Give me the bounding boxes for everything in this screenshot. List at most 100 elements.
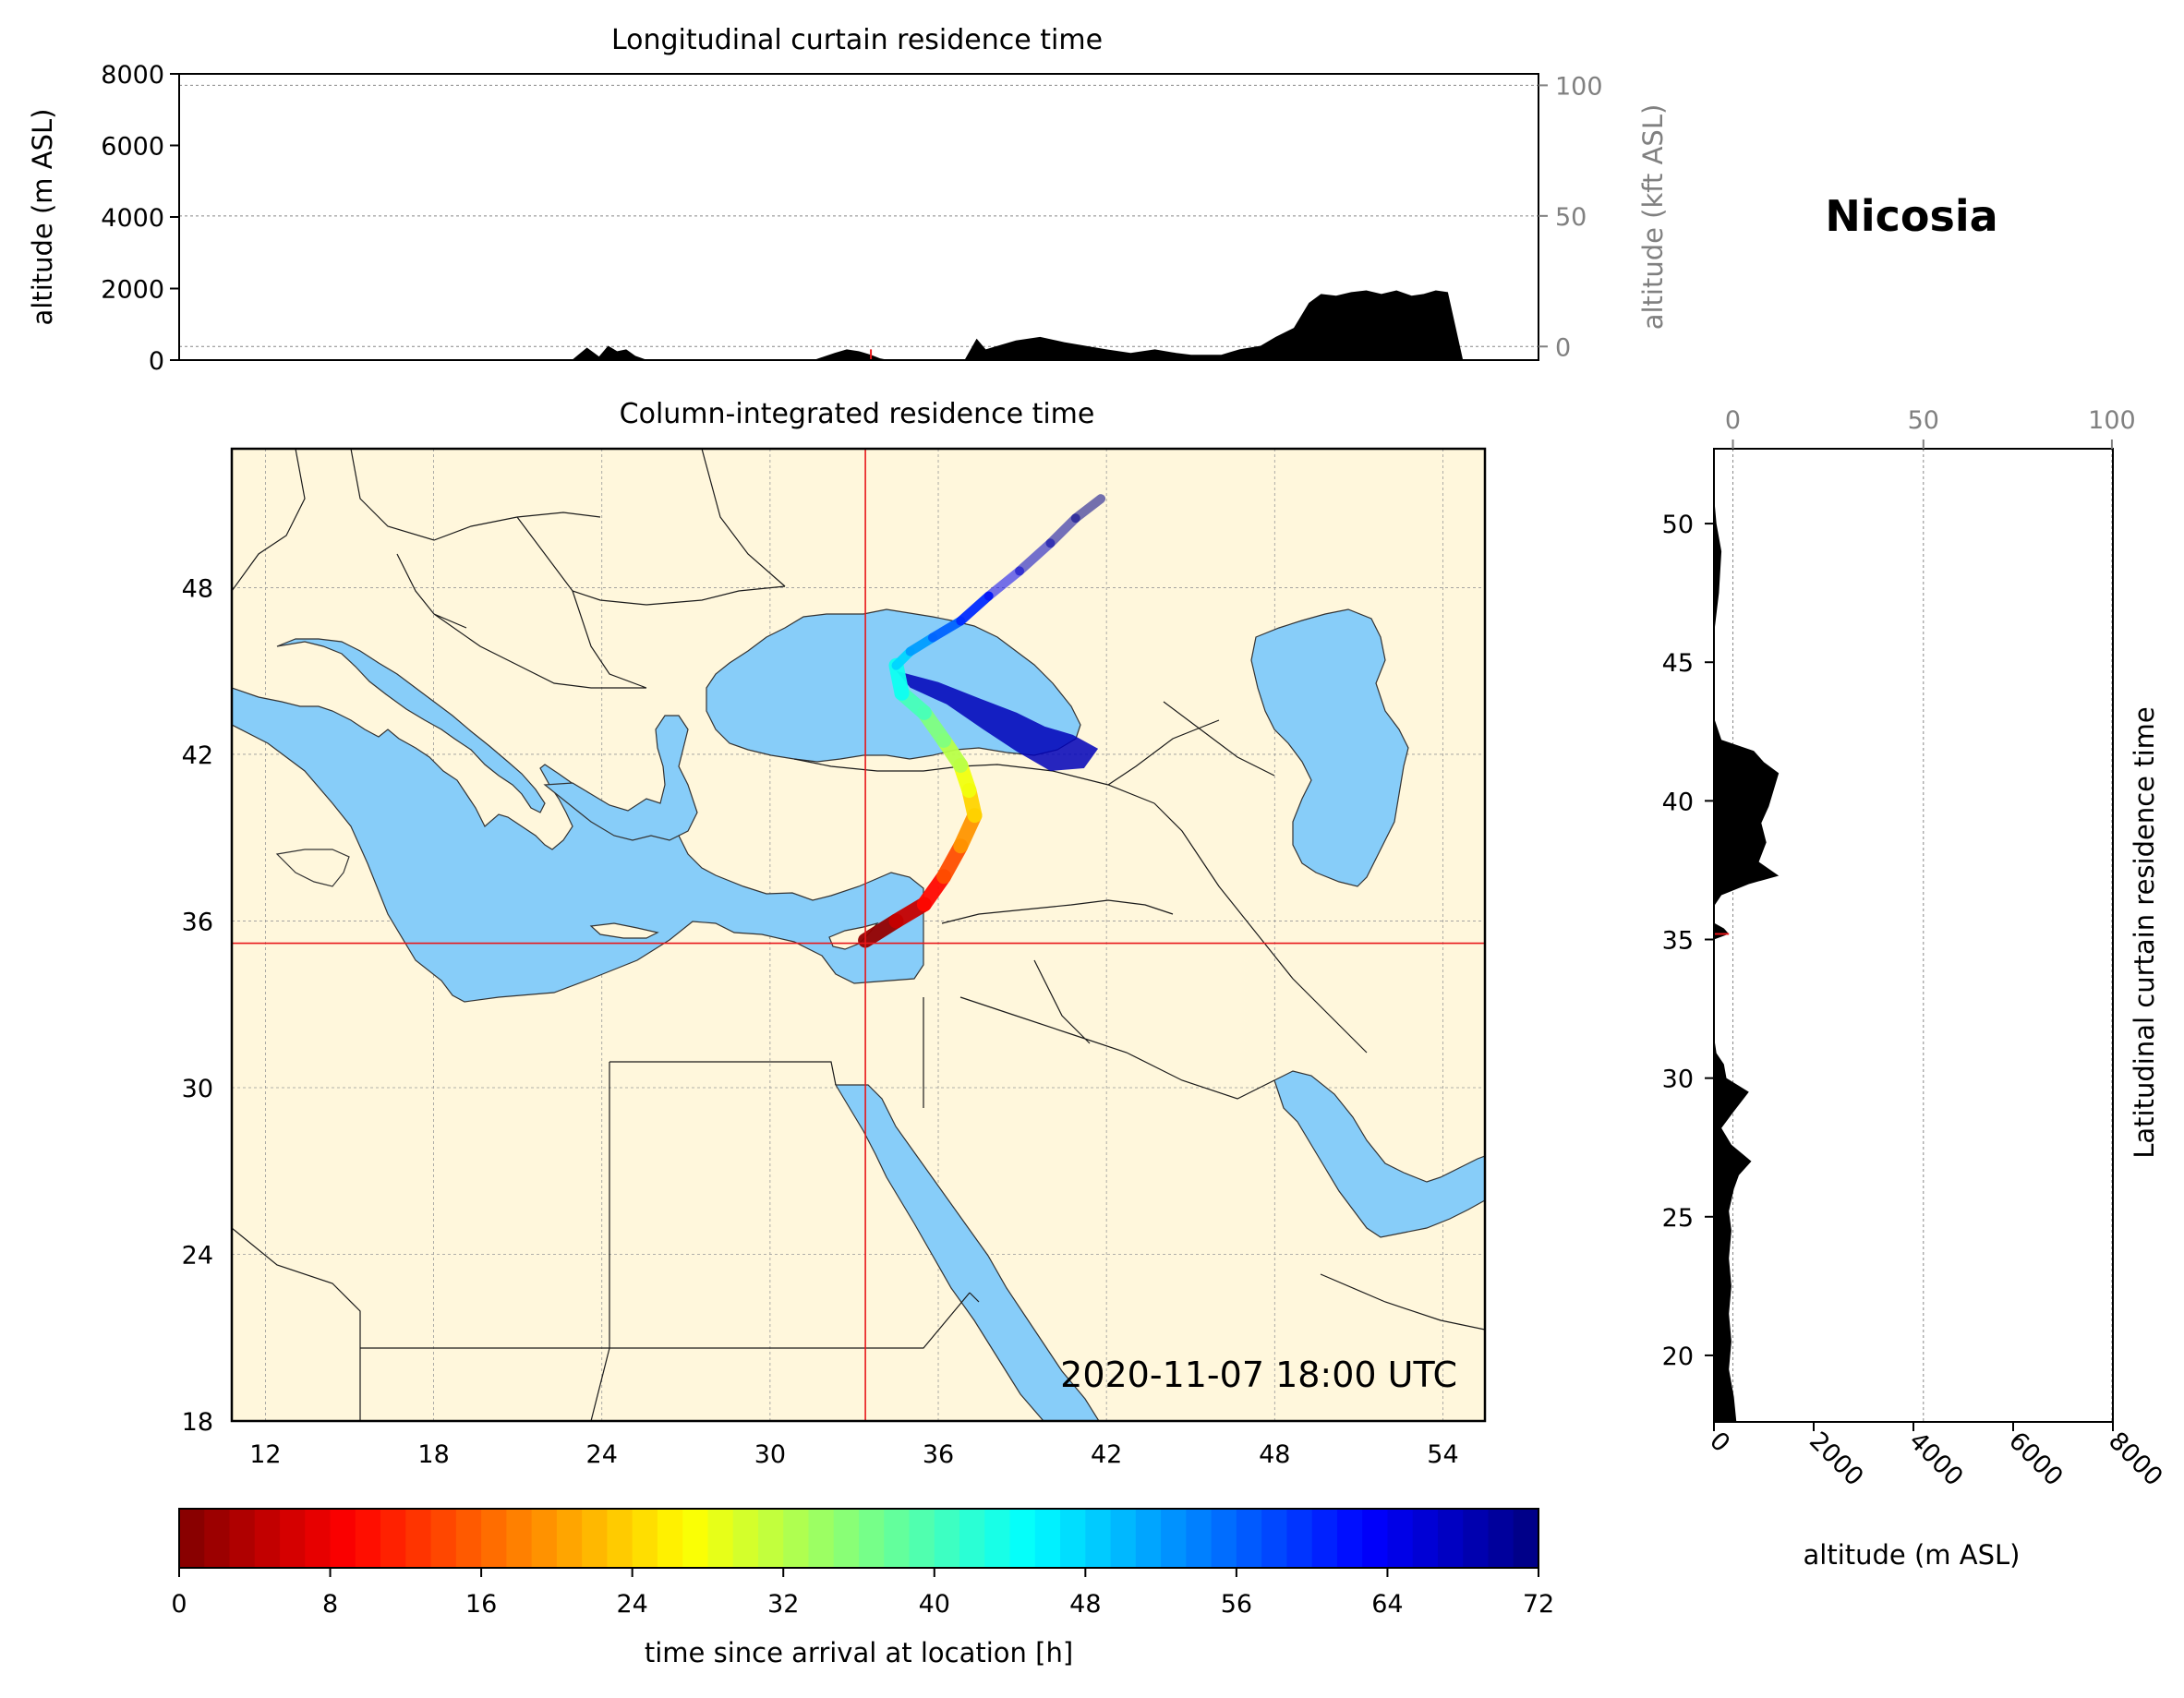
trajectory-segment bbox=[1070, 494, 1106, 524]
tyrrhenian-adriatic-sea bbox=[276, 638, 546, 813]
colorbar-tick-label: 48 bbox=[1069, 1590, 1101, 1619]
colorbar-bin bbox=[1034, 1509, 1061, 1568]
colorbar-bin bbox=[1261, 1509, 1288, 1568]
colorbar-bin bbox=[582, 1509, 609, 1568]
lon-ytick-label: 0 bbox=[149, 347, 164, 376]
colorbar-bin bbox=[1211, 1509, 1237, 1568]
colorbar-bin bbox=[1412, 1509, 1439, 1568]
colorbar-bin bbox=[204, 1509, 231, 1568]
station-title: Nicosia bbox=[1825, 191, 1997, 241]
longitudinal-ylabel: altitude (m ASL) bbox=[27, 109, 58, 326]
crete-island bbox=[589, 922, 659, 939]
colorbar-bin bbox=[1463, 1509, 1490, 1568]
map-frame bbox=[230, 447, 1487, 1423]
lat-xtick-top-label: 100 bbox=[2088, 406, 2136, 435]
map-xtick-label: 36 bbox=[923, 1440, 954, 1469]
map-xtick-label: 24 bbox=[586, 1440, 618, 1469]
colorbar-bin bbox=[1286, 1509, 1313, 1568]
colorbar-tick-label: 8 bbox=[322, 1590, 338, 1619]
colorbar-tick-label: 24 bbox=[616, 1590, 647, 1619]
colorbar-bin bbox=[1387, 1509, 1414, 1568]
lat-ytick-label: 20 bbox=[1662, 1343, 1694, 1371]
colorbar-bin bbox=[1488, 1509, 1514, 1568]
colorbar-tick-label: 16 bbox=[465, 1590, 497, 1619]
colorbar-bin bbox=[934, 1509, 960, 1568]
colorbar-bin bbox=[1085, 1509, 1112, 1568]
lon-ytick-label: 6000 bbox=[101, 133, 164, 162]
colorbar-label: time since arrival at location [h] bbox=[645, 1637, 1073, 1668]
colorbar-bin bbox=[1236, 1509, 1262, 1568]
colorbar-bin bbox=[859, 1509, 885, 1568]
latitudinal-gridlines bbox=[1732, 449, 2113, 1422]
map-xtick-label: 48 bbox=[1259, 1440, 1290, 1469]
map-panel: Column-integrated residence time bbox=[182, 398, 1487, 1469]
colorbar-bin bbox=[909, 1509, 935, 1568]
trajectory-layer bbox=[858, 494, 1106, 948]
colorbar-bin bbox=[1186, 1509, 1213, 1568]
lon-ytick-right-label: 100 bbox=[1555, 72, 1603, 101]
colorbar-bin bbox=[707, 1509, 734, 1568]
lon-ytick-right-label: 0 bbox=[1555, 333, 1571, 362]
map-xtick-label: 54 bbox=[1427, 1440, 1458, 1469]
trajectory-segment bbox=[1045, 513, 1080, 548]
lat-ytick-label: 35 bbox=[1662, 927, 1694, 956]
map-ytick-label: 36 bbox=[182, 908, 213, 936]
trajectory-segment bbox=[927, 616, 966, 643]
colorbar-bin bbox=[531, 1509, 558, 1568]
colorbar-bin bbox=[984, 1509, 1011, 1568]
latitudinal-xlabel: altitude (m ASL) bbox=[1804, 1539, 2021, 1571]
longitudinal-y-ticks-right: 0 50 100 bbox=[1538, 72, 1603, 362]
colorbar-bin bbox=[884, 1509, 911, 1568]
lat-xtick-label: 8000 bbox=[2103, 1427, 2168, 1492]
colorbar-bin bbox=[1437, 1509, 1464, 1568]
lon-ytick-label: 4000 bbox=[101, 204, 164, 233]
colorbar-bin bbox=[959, 1509, 985, 1568]
longitudinal-ylabel-right: altitude (kft ASL) bbox=[1637, 104, 1669, 331]
map-xtick-label: 12 bbox=[249, 1440, 281, 1469]
colorbar-bin bbox=[481, 1509, 507, 1568]
colorbar-bin bbox=[833, 1509, 860, 1568]
colorbar-bin bbox=[783, 1509, 810, 1568]
colorbar-bin bbox=[1161, 1509, 1187, 1568]
colorbar-bin bbox=[405, 1509, 432, 1568]
map-ytick-label: 24 bbox=[182, 1241, 213, 1270]
lon-ytick-label: 2000 bbox=[101, 276, 164, 305]
longitudinal-curtain-title: Longitudinal curtain residence time bbox=[611, 24, 1103, 56]
lat-xtick-top-label: 0 bbox=[1725, 406, 1741, 435]
colorbar-bin bbox=[280, 1509, 306, 1568]
longitudinal-y-ticks: 0 2000 4000 6000 8000 bbox=[101, 61, 179, 376]
colorbar-ticks: 0 8 16 24 32 40 48 56 64 72 bbox=[171, 1568, 1554, 1619]
colorbar-bin bbox=[808, 1509, 835, 1568]
latitudinal-x-ticks: 0 2000 4000 6000 8000 bbox=[1704, 1422, 2168, 1492]
trajectory-segment bbox=[983, 566, 1025, 601]
longitudinal-terrain-area bbox=[179, 290, 1538, 360]
colorbar-bin bbox=[682, 1509, 709, 1568]
colorbar-bin bbox=[732, 1509, 759, 1568]
colorbar-tick-label: 40 bbox=[919, 1590, 950, 1619]
colorbar-bin bbox=[1135, 1509, 1162, 1568]
colorbar-bin bbox=[1513, 1509, 1539, 1568]
colorbar-bin bbox=[1009, 1509, 1036, 1568]
colorbar-bin bbox=[455, 1509, 482, 1568]
lat-ytick-label: 40 bbox=[1662, 788, 1694, 816]
colorbar-bin bbox=[355, 1509, 381, 1568]
timestamp-label: 2020-11-07 18:00 UTC bbox=[1060, 1355, 1457, 1395]
sicily-island bbox=[275, 849, 350, 887]
caspian-sea bbox=[1250, 608, 1409, 887]
colorbar-tick-label: 64 bbox=[1371, 1590, 1403, 1619]
lat-xtick-top-label: 50 bbox=[1908, 406, 1939, 435]
trajectory-segment bbox=[1015, 538, 1056, 576]
colorbar-tick-label: 72 bbox=[1523, 1590, 1554, 1619]
map-xtick-label: 18 bbox=[417, 1440, 449, 1469]
trajectory-segment bbox=[888, 657, 910, 701]
latitudinal-x-ticks-top: 0 50 100 bbox=[1725, 406, 2136, 449]
latitudinal-y-ticks: 20 25 30 35 40 45 50 bbox=[1662, 511, 1714, 1371]
persian-gulf bbox=[1273, 1070, 1485, 1238]
map-xtick-label: 30 bbox=[754, 1440, 786, 1469]
lat-xtick-label: 6000 bbox=[2003, 1427, 2069, 1492]
lat-ytick-label: 45 bbox=[1662, 649, 1694, 678]
lat-xtick-label: 0 bbox=[1704, 1427, 1735, 1458]
colorbar-bin bbox=[1311, 1509, 1338, 1568]
colorbar-panel: 0 8 16 24 32 40 48 56 64 72 time since arrival at… bbox=[171, 1508, 1554, 1668]
